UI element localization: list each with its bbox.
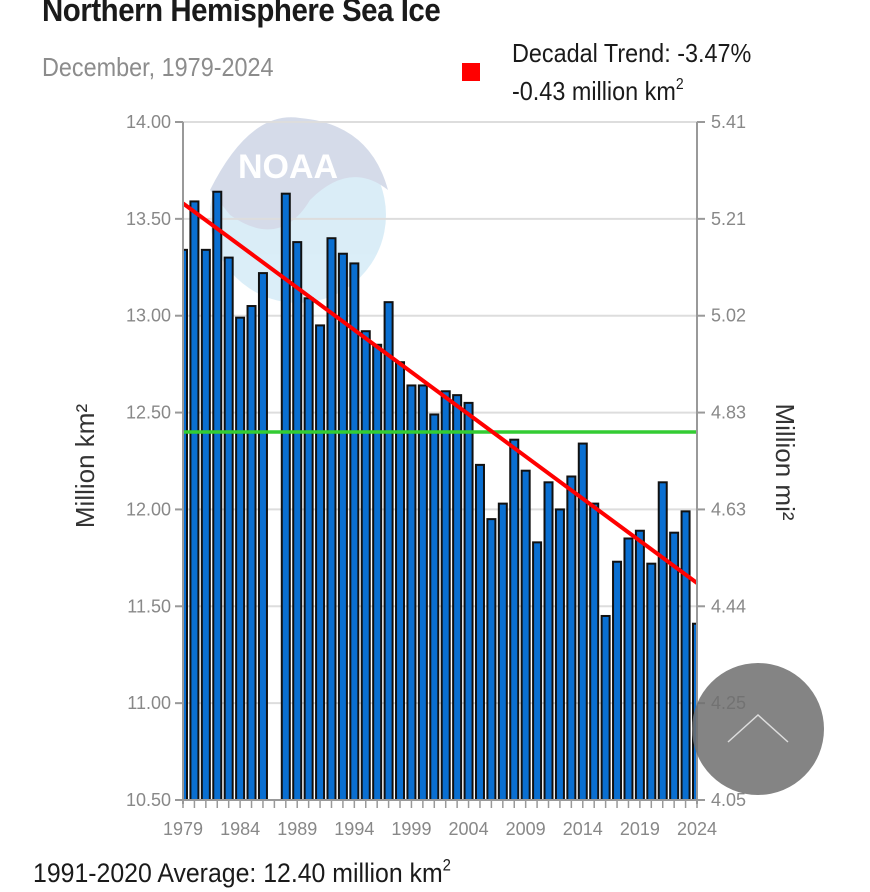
legend-trend-label: Decadal Trend: -3.47% -0.43 million km2: [512, 34, 751, 110]
chart-title: Northern Hemisphere Sea Ice: [42, 0, 441, 28]
legend-trend-value-sup: 2: [675, 76, 684, 94]
bar-1994: [349, 262, 360, 801]
x-tick-label: 2024: [677, 819, 717, 839]
bar-2019: [634, 529, 645, 801]
y-tick-label: 12.50: [126, 403, 171, 423]
bar-1995: [360, 330, 371, 801]
bar-2004: [463, 401, 474, 801]
bar-2005: [474, 463, 485, 801]
trend-line: [181, 201, 699, 585]
bar-2001: [429, 413, 440, 801]
bar-2011: [543, 481, 554, 801]
y-tick-label: 13.50: [126, 209, 171, 229]
scroll-to-top-button[interactable]: [692, 663, 824, 795]
bar-1999: [406, 384, 417, 801]
bar-1991: [315, 324, 326, 801]
y2-axis-title: Million mi²: [770, 404, 800, 521]
bar-1996: [372, 343, 383, 801]
x-tick-label: 2009: [506, 819, 546, 839]
noaa-watermark-text: NOAA: [238, 148, 338, 186]
bar-1989: [292, 241, 303, 802]
chart-subtitle: December, 1979-2024: [42, 52, 274, 82]
bar-2016: [600, 614, 611, 801]
bar-2017: [612, 560, 623, 802]
x-tick-label: 1984: [220, 819, 260, 839]
legend-trend-value: -0.43 million km2: [512, 72, 751, 110]
y-tick-labels: 14.00 13.50 13.00 12.50 12.00 11.50 11.00 10.50: [126, 112, 171, 810]
bar-1981: [200, 248, 211, 801]
bar-2013: [566, 475, 577, 801]
bar-1984: [235, 316, 246, 801]
bar-1997: [383, 301, 394, 801]
y2-tick-label: 4.83: [711, 403, 746, 423]
bar-1980: [189, 200, 200, 801]
bar-2003: [452, 394, 463, 801]
x-tick-labels: 1979 1984 1989 1994 1999 2004 2009 2014 2019 2024: [163, 819, 717, 839]
y-tick-label: 13.00: [126, 306, 171, 326]
bar-1986: [257, 272, 268, 801]
legend-trend-value-text: -0.43 million km: [512, 76, 676, 106]
legend-trend-swatch: [462, 63, 480, 81]
bar-2023: [680, 510, 691, 801]
bar-2021: [657, 481, 668, 801]
x-tick-label: 1999: [391, 819, 431, 839]
bar-2007: [497, 502, 508, 801]
bar-2018: [623, 537, 634, 801]
bar-1982: [212, 190, 223, 802]
bar-1992: [326, 237, 337, 801]
x-tick-label: 2004: [449, 819, 489, 839]
x-tick-label: 1989: [277, 819, 317, 839]
y-tick-label: 10.50: [126, 790, 171, 810]
grid-lines: [183, 121, 697, 801]
y-tick-label: 12.00: [126, 499, 171, 519]
bar-1985: [246, 305, 257, 801]
x-tick-label: 1994: [334, 819, 374, 839]
y2-tick-label: 4.44: [711, 596, 746, 616]
y2-tick-label: 4.63: [711, 499, 746, 519]
bar-2009: [520, 469, 531, 801]
y-tick-label: 14.00: [126, 112, 171, 132]
y-axis-title: Million km²: [70, 404, 100, 529]
bar-2006: [486, 518, 497, 801]
y2-tick-label: 5.41: [711, 112, 746, 132]
average-caption-sup: 2: [442, 856, 451, 875]
bar-1990: [303, 297, 314, 801]
bar-1979: [183, 248, 188, 801]
y-tick-label: 11.50: [127, 596, 171, 616]
bar-1998: [395, 361, 406, 801]
legend-trend-percent: Decadal Trend: -3.47%: [512, 38, 752, 68]
bar-2015: [589, 502, 600, 801]
bar-2020: [646, 562, 657, 801]
y2-tick-label: 5.02: [711, 306, 746, 326]
x-tick-label: 2019: [620, 819, 660, 839]
bar-2008: [509, 438, 520, 801]
y2-tick-label: 4.05: [711, 790, 746, 810]
y-tick-label: 11.00: [127, 693, 171, 713]
y2-tick-label: 5.21: [711, 209, 746, 229]
bar-1988: [280, 192, 291, 802]
bar-1993: [337, 252, 348, 801]
average-caption-text: 1991-2020 Average: 12.40 million km: [33, 858, 443, 888]
bar-2022: [669, 531, 680, 801]
x-tick-label: 1979: [163, 819, 203, 839]
reference-lines: [181, 201, 699, 585]
bar-2000: [417, 384, 428, 801]
x-tick-label: 2014: [563, 819, 603, 839]
y2-tick-labels: 5.415.215.024.834.634.444.254.05: [711, 112, 746, 810]
bar-2010: [532, 541, 543, 801]
bar-2012: [554, 508, 565, 801]
chevron-up-icon: [727, 713, 789, 743]
average-caption: 1991-2020 Average: 12.40 million km2: [33, 858, 451, 889]
bar-1983: [223, 256, 234, 802]
bar-2002: [440, 390, 451, 801]
